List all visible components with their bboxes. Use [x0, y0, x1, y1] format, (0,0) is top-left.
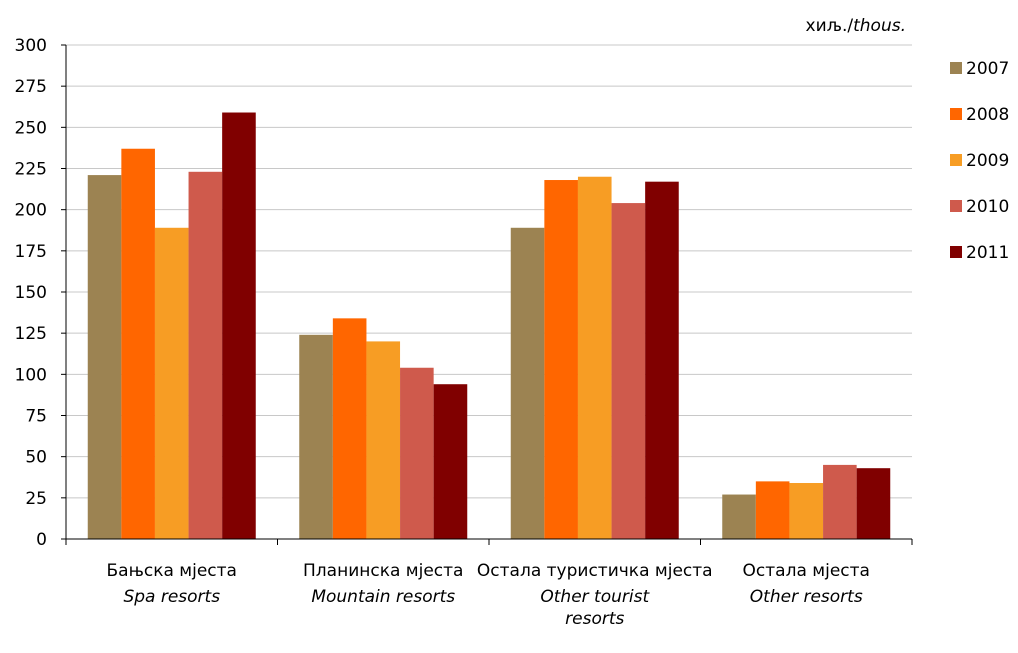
category-label-local: Бањска мјеста: [107, 561, 237, 581]
bar-2011-2: [645, 181, 679, 539]
legend-swatch-2011: [950, 246, 962, 258]
bar-2010-3: [823, 464, 857, 539]
bars: [87, 112, 891, 540]
legend: 2007 2008 2009 2010 2011: [950, 59, 1009, 263]
bar-2008-0: [121, 148, 155, 540]
legend-label-2009: 2009: [966, 151, 1009, 171]
y-tick-label: 300: [15, 36, 47, 56]
category-label-local: Остала мјеста: [743, 561, 870, 581]
bar-2010-1: [400, 367, 434, 539]
legend-label-2010: 2010: [966, 197, 1009, 217]
legend-swatch-2009: [950, 154, 962, 166]
y-tick-label: 275: [15, 77, 47, 97]
legend-swatch-2008: [950, 108, 962, 120]
bar-2007-1: [299, 334, 333, 539]
bar-2007-3: [722, 494, 756, 539]
y-tick-label: 0: [36, 530, 47, 550]
y-tick-label: 25: [25, 489, 47, 509]
y-tick-label: 50: [25, 448, 47, 468]
category-label-local: Планинска мјеста: [303, 561, 463, 581]
y-tick-label: 250: [15, 118, 47, 138]
y-tick-label: 150: [15, 283, 47, 303]
bar-2007-2: [510, 227, 545, 539]
bar-2009-1: [366, 341, 401, 539]
bar-2010-2: [611, 203, 646, 539]
bar-2011-1: [433, 384, 468, 539]
bar-2008-2: [544, 180, 578, 539]
bar-2011-3: [856, 468, 891, 539]
category-label-local: Остала туристичка мјеста: [477, 561, 713, 581]
category-label-english: Spa resorts: [123, 587, 220, 607]
legend-swatch-2010: [950, 200, 962, 212]
y-tick-label: 75: [25, 407, 47, 427]
category-label-english: resorts: [565, 609, 624, 629]
legend-label-2011: 2011: [966, 243, 1009, 263]
unit-label-local: хиљ./: [806, 16, 854, 36]
bar-2009-3: [789, 483, 824, 539]
category-label-english: Other tourist: [540, 587, 650, 607]
bar-2007-0: [87, 175, 122, 539]
bar-2009-0: [154, 227, 189, 539]
bar-2011-0: [222, 112, 256, 539]
bar-2008-1: [332, 318, 367, 539]
category-label-english: Other resorts: [750, 587, 863, 607]
y-tick-label: 100: [15, 365, 47, 385]
legend-swatch-2007: [950, 62, 962, 74]
bar-2010-0: [188, 171, 223, 539]
unit-label-english: thous.: [853, 16, 906, 36]
bar-2009-2: [577, 176, 612, 539]
y-tick-labels: 0 25 50 75 100 125 150 175 200 225 250 275 300: [15, 36, 66, 550]
y-tick-label: 200: [15, 201, 47, 221]
y-tick-label: 125: [15, 324, 47, 344]
x-category-labels: Бањска мјеста Spa resorts Планинска мјеста…: [65, 539, 913, 629]
y-tick-label: 175: [15, 242, 47, 262]
y-tick-label: 225: [15, 160, 47, 180]
unit-label: хиљ./thous.: [806, 16, 906, 36]
legend-label-2008: 2008: [966, 105, 1009, 125]
legend-label-2007: 2007: [966, 59, 1009, 79]
category-label-english: Mountain resorts: [311, 587, 455, 607]
bar-2008-3: [755, 481, 790, 539]
